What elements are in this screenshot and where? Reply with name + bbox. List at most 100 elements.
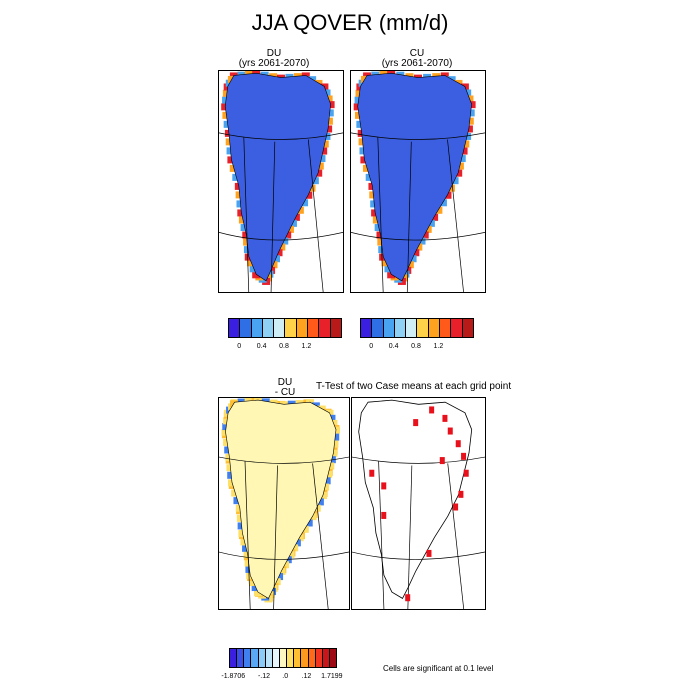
panel-diff-title: DU - CU	[265, 378, 305, 398]
significant-cell	[405, 594, 411, 602]
colorbar-diff-tick-label: .12	[301, 673, 312, 680]
significant-cell	[369, 469, 375, 477]
colorbar-cu-tick-label: 1.2	[433, 343, 444, 350]
colorbar-du-swatch	[229, 319, 241, 337]
greenland-map-cu	[351, 71, 485, 292]
colorbar-diff-swatch	[272, 649, 280, 667]
colorbar-du-swatch	[308, 319, 320, 337]
panel-du-years: (yrs 2061-2070)	[238, 58, 310, 69]
longitude-line	[307, 139, 324, 292]
significance-note: Cells are significant at 0.1 level	[383, 664, 494, 673]
significant-cell	[426, 549, 432, 557]
colorbar-diff-swatch	[251, 649, 259, 667]
colorbar-cu-tick-label: 0.4	[388, 343, 399, 350]
significant-cell	[461, 452, 467, 460]
colorbar-diff	[229, 648, 337, 668]
colorbar-diff-swatch	[258, 649, 266, 667]
panel-cu-title: CU (yrs 2061-2070)	[350, 49, 484, 69]
longitude-line	[447, 139, 464, 292]
colorbar-cu-swatch	[462, 319, 473, 337]
colorbar-cu-ticks: 0 0.4 0.8 1.2	[360, 343, 472, 353]
longitude-line	[312, 463, 329, 609]
colorbar-du-swatch	[240, 319, 252, 337]
colorbar-cu-tick-label: 0	[369, 343, 374, 350]
colorbar-du-tick-label: 0	[237, 343, 242, 350]
colorbar-cu-tick-label: 0.8	[411, 343, 421, 350]
greenland-map-du	[219, 71, 343, 292]
colorbar-diff-swatch	[308, 649, 316, 667]
colorbar-diff-swatch	[294, 649, 302, 667]
colorbar-cu-swatch	[440, 319, 452, 337]
colorbar-cu-swatch	[417, 319, 429, 337]
significant-cell	[381, 482, 387, 490]
latitude-line	[351, 132, 485, 140]
longitude-line	[378, 461, 385, 609]
significant-cell	[429, 406, 435, 414]
longitude-line	[407, 465, 413, 609]
significant-cell	[381, 511, 387, 519]
map-panel-du	[218, 70, 344, 293]
colorbar-cu-swatch	[406, 319, 418, 337]
significant-cell	[455, 440, 461, 448]
colorbar-cu-swatch	[428, 319, 441, 337]
colorbar-cu-swatch	[394, 319, 407, 337]
longitude-line	[243, 137, 250, 292]
panel-cu-label: CU	[409, 48, 425, 59]
latitude-line	[219, 132, 343, 140]
colorbar-diff-swatch	[230, 649, 238, 667]
colorbar-diff-swatch	[244, 649, 252, 667]
map-panel-diff	[218, 397, 350, 610]
latitude-line	[219, 231, 343, 241]
greenland-map-diff	[219, 398, 349, 609]
longitude-line	[447, 463, 465, 609]
colorbar-diff-swatch	[301, 649, 309, 667]
significant-cell	[447, 427, 453, 435]
panel-diff-label1: DU	[277, 377, 293, 388]
colorbar-diff-swatch	[329, 649, 337, 667]
panel-diff-label2: - CU	[274, 387, 296, 398]
latitude-line	[219, 456, 349, 464]
colorbar-diff-swatch	[279, 649, 288, 667]
ice-sheet	[357, 72, 472, 282]
colorbar-du-tick-label: 0.8	[279, 343, 289, 350]
map-panel-cu	[350, 70, 486, 293]
latitude-line	[219, 551, 349, 560]
colorbar-diff-swatch	[315, 649, 323, 667]
significant-cell	[453, 503, 459, 511]
colorbar-du-swatch	[285, 319, 297, 337]
longitude-line	[273, 465, 278, 609]
panel-cu-years: (yrs 2061-2070)	[381, 58, 453, 69]
colorbar-du-tick-label: 0.4	[256, 343, 267, 350]
significant-cell	[463, 469, 469, 477]
colorbar-du-tick-label: 1.2	[301, 343, 312, 350]
colorbar-du-swatch	[251, 319, 263, 337]
colorbar-du-swatch	[319, 319, 331, 337]
greenland-outline	[358, 399, 473, 599]
colorbar-diff-tick-label: -.12	[257, 673, 270, 680]
ice-sheet	[225, 399, 337, 599]
colorbar-cu-swatch	[361, 319, 373, 337]
longitude-line	[377, 137, 384, 292]
latitude-line	[351, 231, 485, 241]
grid-cell	[252, 271, 261, 279]
colorbar-diff-swatch	[287, 649, 295, 667]
grid-cell	[387, 271, 396, 279]
colorbar-cu-swatch	[451, 319, 463, 337]
colorbar-du-swatch	[330, 319, 341, 337]
longitude-line	[406, 141, 412, 292]
colorbar-du-swatch	[274, 319, 286, 337]
colorbar-du	[228, 318, 342, 338]
ice-sheet	[224, 72, 331, 282]
colorbar-diff-tick-label: 1.7199	[321, 673, 343, 680]
colorbar-diff-tick-label: .0	[282, 673, 289, 680]
colorbar-diff-swatch	[265, 649, 273, 667]
colorbar-diff-ticks: -1.8706 -.12 .0 .12 1.7199	[221, 673, 342, 683]
greenland-map-ttest	[352, 399, 485, 609]
longitude-line	[270, 141, 276, 292]
map-panel-ttest	[351, 397, 486, 610]
panel-du-label: DU	[266, 48, 282, 59]
colorbar-cu-swatch	[383, 319, 395, 337]
colorbar-du-swatch	[296, 319, 309, 337]
significant-cell	[439, 457, 445, 465]
colorbar-cu	[360, 318, 474, 338]
